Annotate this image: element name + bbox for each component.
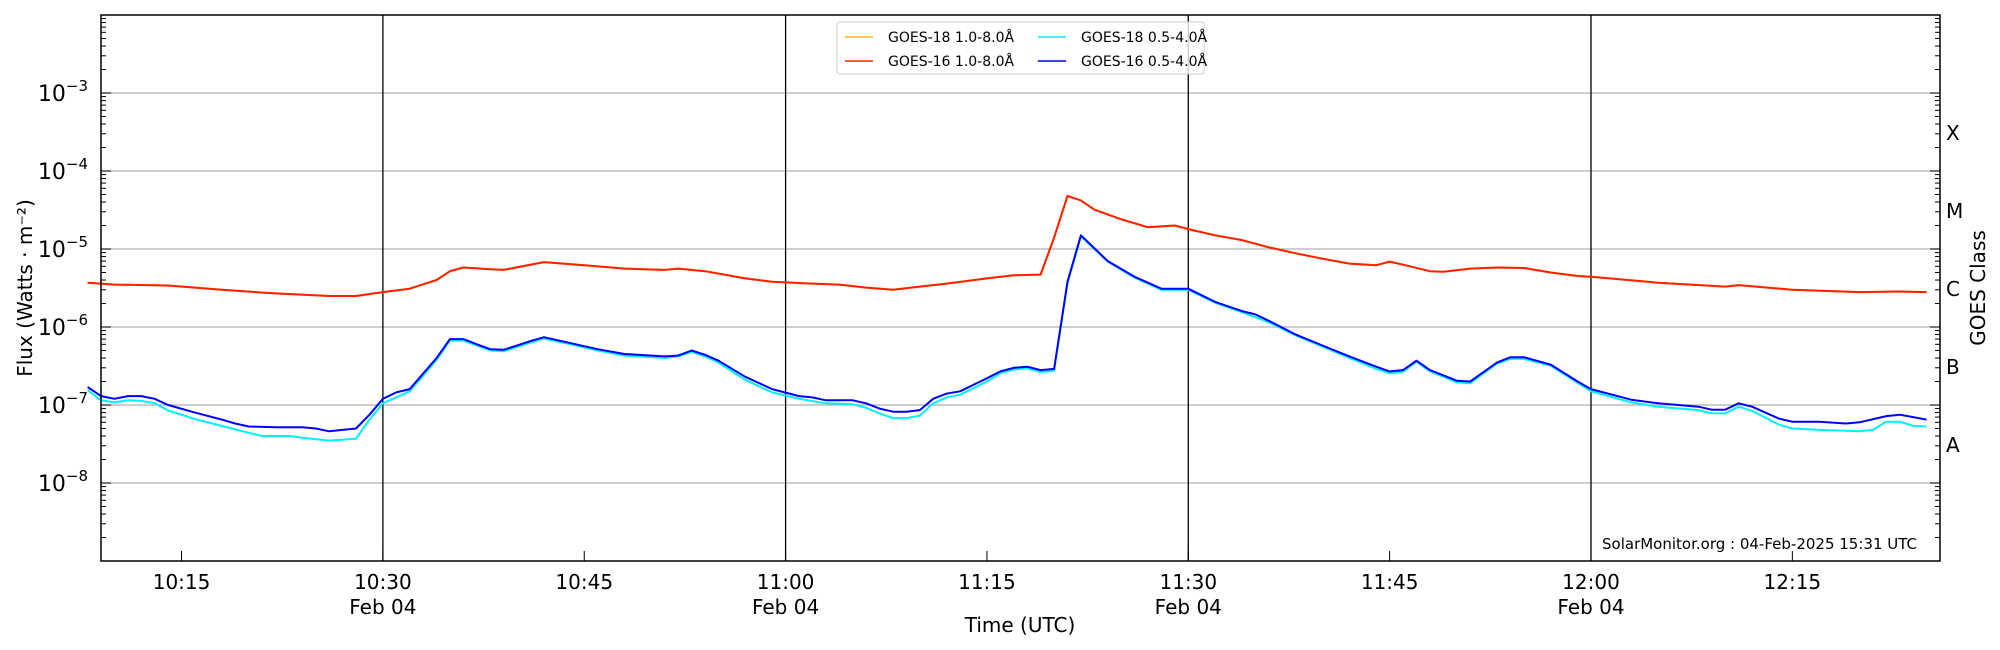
plot-frame <box>100 14 1941 562</box>
x-tick-label: 11:45 <box>1361 570 1419 594</box>
y-tick-label: 10−4 <box>38 155 88 185</box>
y-tick-exponent: −4 <box>66 155 88 173</box>
series-line-goes-16-0-5-4-0- <box>87 234 1927 433</box>
legend-label: GOES-16 1.0-8.0Å <box>888 53 1014 70</box>
y-tick-label: 10−8 <box>38 467 88 497</box>
x-tick-label: 11:00 <box>757 570 815 594</box>
y-tick-exponent: −6 <box>66 311 88 329</box>
x-tick-label: 10:45 <box>555 570 613 594</box>
goes-class-labels: X M C B A <box>1946 121 1963 457</box>
x-tick-date: Feb 04 <box>349 595 416 619</box>
y-tick-label: 10−3 <box>38 77 88 107</box>
series-line-goes-18-1-0-8-0- <box>87 194 1927 297</box>
goes-class-x: X <box>1946 121 1960 145</box>
y-tick-label: 10−7 <box>38 389 88 419</box>
legend-label: GOES-18 0.5-4.0Å <box>1081 29 1207 46</box>
x-tick-date: Feb 04 <box>1557 595 1624 619</box>
legend-box <box>836 21 1205 75</box>
x-tick-label: 11:15 <box>958 570 1016 594</box>
x-tick-label: 11:30 <box>1159 570 1217 594</box>
series-lines <box>86 194 1927 442</box>
legend-label: GOES-18 1.0-8.0Å <box>888 29 1014 46</box>
y-tick-base: 10 <box>38 316 66 341</box>
y-tick-base: 10 <box>38 160 66 185</box>
x-tick-label: 12:00 <box>1562 570 1620 594</box>
y-tick-base: 10 <box>38 82 66 107</box>
goes-class-b: B <box>1946 355 1960 379</box>
grid-lines <box>101 92 1940 484</box>
x-tick-label: 12:15 <box>1764 570 1822 594</box>
y-tick-exponent: −8 <box>66 467 88 485</box>
x-tick-label: 10:30 <box>354 570 412 594</box>
legend-label: GOES-16 0.5-4.0Å <box>1081 53 1207 70</box>
goes-class-c: C <box>1946 277 1960 301</box>
x-tick-label: 10:15 <box>153 570 211 594</box>
y-tick-exponent: −3 <box>66 77 88 95</box>
legend: GOES-18 1.0-8.0Å GOES-16 1.0-8.0Å GOES-18 … <box>836 21 1207 75</box>
series-line-goes-16-1-0-8-0- <box>87 194 1927 297</box>
goes-class-a: A <box>1946 433 1960 457</box>
x-axis-label: Time (UTC) <box>964 613 1076 637</box>
y-tick-exponent: −7 <box>66 389 88 407</box>
y-axis-ticks: 10−810−710−610−510−410−3 <box>38 18 1940 562</box>
x-tick-date: Feb 04 <box>1155 595 1222 619</box>
y-axis-right-label: GOES Class <box>1966 230 1990 346</box>
watermark-annotation: SolarMonitor.org : 04-Feb-2025 15:31 UTC <box>1602 535 1917 553</box>
x-tick-date: Feb 04 <box>752 595 819 619</box>
y-tick-label: 10−5 <box>38 233 88 263</box>
y-tick-label: 10−6 <box>38 311 88 341</box>
day-marker-lines <box>382 15 1592 561</box>
goes-class-m: M <box>1946 199 1963 223</box>
y-tick-base: 10 <box>38 472 66 497</box>
y-tick-base: 10 <box>38 238 66 263</box>
y-tick-base: 10 <box>38 394 66 419</box>
y-axis-label: Flux (Watts · m⁻²) <box>13 199 37 377</box>
series-line-goes-18-0-5-4-0- <box>86 235 1927 442</box>
y-tick-exponent: −5 <box>66 233 88 251</box>
